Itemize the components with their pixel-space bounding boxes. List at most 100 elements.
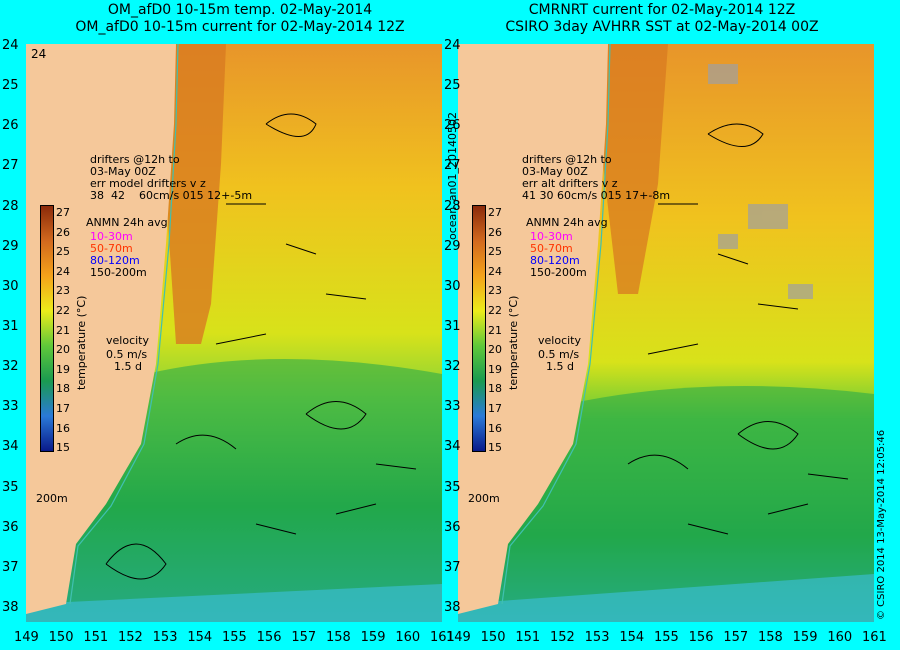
lon-tick-right-154: 154: [619, 630, 645, 645]
lon-tick-right-151: 151: [515, 630, 541, 645]
lat-tick-left-38: 38: [2, 599, 19, 615]
colorbar-tick-left-24: 24: [56, 264, 70, 278]
lat-tick-left-37: 37: [2, 559, 19, 575]
colorbar-tick-left-19: 19: [56, 362, 70, 376]
lon-tick-right-156: 156: [688, 630, 714, 645]
left-depth-label: 200m: [36, 492, 68, 505]
lon-tick-right-149: 149: [446, 630, 471, 645]
current-vectors-right: [627, 123, 849, 535]
lon-tick-right-155: 155: [654, 630, 679, 645]
colorbar-tick-right-20: 20: [488, 343, 502, 357]
lon-tick-left-152: 152: [118, 630, 143, 645]
lat-tick-right-25: 25: [444, 78, 461, 94]
right-colorbar: [472, 205, 486, 452]
lon-tick-left-159: 159: [360, 630, 386, 645]
colorbar-tick-right-18: 18: [488, 382, 502, 396]
lat-tick-right-29: 29: [444, 238, 461, 254]
lon-tick-left-156: 156: [256, 630, 282, 645]
colorbar-tick-right-21: 21: [488, 323, 502, 337]
right-drifters-text: drifters @12h to 03-May 00Z err alt drif…: [522, 153, 671, 202]
lon-tick-left-150: 150: [48, 630, 74, 645]
lat-tick-right-24: 24: [444, 38, 461, 53]
right-title-line1: CMRNRT current for 02-May-2014 12Z: [528, 2, 796, 18]
lat-tick-right-33: 33: [444, 399, 461, 415]
lat-tick-left-27: 27: [2, 158, 19, 174]
colorbar-tick-left-25: 25: [56, 245, 70, 259]
lon-tick-right-153: 153: [584, 630, 610, 645]
colorbar-tick-left-27: 27: [56, 206, 70, 219]
lat-tick-left-33: 33: [2, 399, 19, 415]
lon-tick-right-159: 159: [792, 630, 818, 645]
lat-tick-left-36: 36: [2, 519, 19, 535]
left-legend-10-30: 10-30m: [90, 230, 133, 243]
land-mass: [26, 44, 176, 614]
colorbar-tick-left-17: 17: [56, 402, 70, 415]
lat-tick-left-24: 24: [2, 38, 19, 53]
land-mass-right: [458, 44, 608, 614]
side-label: ocean_an01_20140502: [446, 112, 459, 240]
lon-tick-left-160: 160: [395, 630, 421, 645]
warm-current-core: [166, 44, 226, 344]
left-colorbar-title: temperature (°C): [75, 295, 88, 390]
colorbar-tick-left-21: 21: [56, 323, 70, 337]
left-map-svg: 24: [26, 44, 442, 622]
credit-label: © CSIRO 2014 13-May-2014 12:05:46: [876, 429, 887, 620]
lat-tick-right-26: 26: [444, 118, 461, 134]
lon-tick-right-161: 161: [862, 630, 887, 645]
lat-tick-right-38: 38: [444, 599, 461, 615]
lat-tick-left-31: 31: [2, 318, 19, 334]
colorbar-tick-left-26: 26: [56, 225, 70, 239]
left-legend-50-70: 50-70m: [90, 242, 133, 255]
lat-tick-left-32: 32: [2, 359, 19, 375]
right-velocity-label: velocity: [538, 334, 581, 347]
lat-tick-left-29: 29: [2, 238, 19, 254]
left-legend-150-200: 150-200m: [90, 266, 147, 279]
right-legend-80-120: 80-120m: [530, 254, 580, 267]
colorbar-tick-right-26: 26: [488, 225, 502, 239]
cold-water: [26, 584, 442, 622]
colorbar-tick-right-24: 24: [488, 264, 502, 278]
left-velocity-time: 1.5 d: [114, 360, 142, 373]
colorbar-tick-left-22: 22: [56, 304, 70, 317]
lat-tick-right-37: 37: [444, 559, 461, 575]
lat-tick-right-30: 30: [444, 278, 461, 294]
colorbar-tick-right-25: 25: [488, 245, 502, 259]
lat-tick-right-28: 28: [444, 198, 461, 214]
colorbar-tick-left-16: 16: [56, 421, 70, 435]
lon-tick-left-161: 161: [430, 630, 455, 645]
lat-tick-right-36: 36: [444, 519, 461, 535]
lat-tick-left-35: 35: [2, 479, 19, 495]
cold-water-right: [458, 574, 874, 622]
lon-tick-left-153: 153: [152, 630, 178, 645]
right-legend-50-70: 50-70m: [530, 242, 573, 255]
left-map-panel: 24 drifters @12h to 03-May 00Z err model…: [26, 44, 442, 622]
right-map-svg: [458, 44, 874, 622]
right-legend-150-200: 150-200m: [530, 266, 587, 279]
colorbar-tick-right-23: 23: [488, 284, 502, 298]
colorbar-tick-left-23: 23: [56, 284, 70, 298]
left-velocity-label: velocity: [106, 334, 149, 347]
lon-tick-left-158: 158: [326, 630, 351, 645]
isobath-200m-right: [501, 44, 611, 605]
colorbar-tick-right-27: 27: [488, 206, 502, 219]
colorbar-tick-right-15: 15: [488, 441, 502, 455]
lat-tick-left-25: 25: [2, 78, 19, 94]
right-title-line2: CSIRO 3day AVHRR SST at 02-May-2014 00Z: [505, 19, 819, 35]
current-vectors: [105, 113, 417, 580]
colorbar-tick-left-20: 20: [56, 343, 70, 357]
left-title-line1: OM_afD0 10-15m temp. 02-May-2014: [107, 2, 373, 18]
colorbar-tick-right-22: 22: [488, 304, 502, 317]
lon-tick-right-150: 150: [480, 630, 506, 645]
lon-tick-left-155: 155: [222, 630, 247, 645]
left-panel-title: OM_afD0 10-15m temp. 02-May-2014 OM_afD0…: [40, 2, 440, 36]
lon-tick-left-154: 154: [187, 630, 213, 645]
colorbar-tick-right-16: 16: [488, 421, 502, 435]
left-colorbar: [40, 205, 54, 452]
right-panel-title: CMRNRT current for 02-May-2014 12Z CSIRO…: [462, 2, 862, 36]
colorbar-tick-left-18: 18: [56, 382, 70, 396]
lat-tick-left-30: 30: [2, 278, 19, 294]
lon-tick-right-160: 160: [827, 630, 853, 645]
lon-tick-left-149: 149: [14, 630, 39, 645]
lon-tick-left-157: 157: [291, 630, 317, 645]
lon-tick-right-152: 152: [550, 630, 575, 645]
